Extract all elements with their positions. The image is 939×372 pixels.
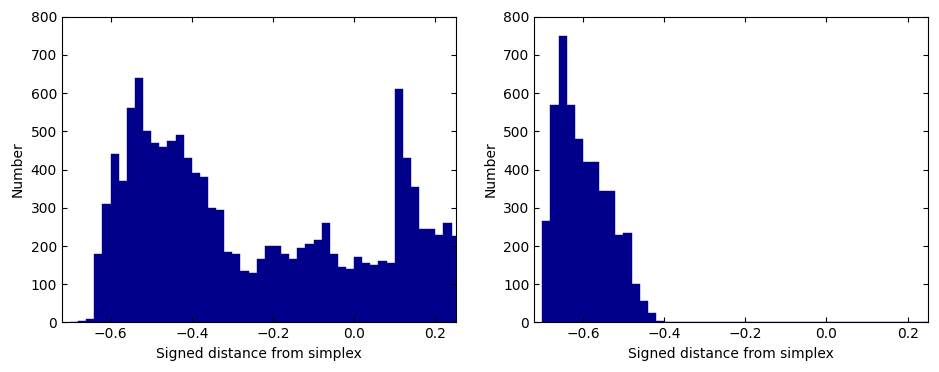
Bar [216, 210, 224, 323]
Bar [411, 187, 419, 323]
Bar [460, 307, 468, 323]
Bar [102, 204, 111, 323]
Bar [394, 89, 403, 323]
Bar [224, 252, 232, 323]
Bar [583, 162, 591, 323]
Bar [86, 319, 95, 323]
Bar [362, 263, 370, 323]
Bar [176, 135, 184, 323]
Bar [656, 321, 664, 323]
Bar [167, 141, 176, 323]
Bar [608, 190, 615, 323]
Bar [151, 143, 160, 323]
Bar [436, 234, 443, 323]
Bar [623, 232, 632, 323]
Bar [452, 237, 460, 323]
Bar [281, 254, 289, 323]
Bar [200, 177, 208, 323]
Bar [298, 248, 305, 323]
Bar [566, 105, 575, 323]
Bar [322, 223, 330, 323]
Bar [232, 254, 240, 323]
Bar [427, 229, 436, 323]
Bar [632, 284, 639, 323]
Bar [443, 223, 452, 323]
Y-axis label: Number: Number [484, 142, 498, 198]
Bar [78, 321, 86, 323]
Bar [256, 259, 265, 323]
Bar [354, 257, 362, 323]
Bar [314, 240, 322, 323]
Bar [559, 36, 566, 323]
Bar [289, 259, 298, 323]
Bar [305, 244, 314, 323]
Bar [127, 108, 135, 323]
Bar [419, 229, 427, 323]
Bar [95, 254, 102, 323]
Bar [111, 154, 118, 323]
Bar [615, 234, 623, 323]
Bar [249, 273, 256, 323]
Bar [543, 221, 550, 323]
Bar [192, 173, 200, 323]
Bar [378, 261, 387, 323]
Bar [265, 246, 273, 323]
Bar [591, 162, 599, 323]
Bar [648, 313, 656, 323]
Bar [338, 267, 346, 323]
Bar [184, 158, 192, 323]
Bar [550, 105, 559, 323]
Bar [208, 208, 216, 323]
Bar [273, 246, 281, 323]
Bar [135, 78, 143, 323]
Bar [346, 269, 354, 323]
Bar [330, 254, 338, 323]
Bar [118, 181, 127, 323]
Bar [387, 263, 394, 323]
Bar [599, 190, 608, 323]
X-axis label: Signed distance from simplex: Signed distance from simplex [628, 347, 834, 361]
Bar [403, 158, 411, 323]
Bar [575, 139, 583, 323]
Bar [143, 131, 151, 323]
Bar [370, 265, 378, 323]
X-axis label: Signed distance from simplex: Signed distance from simplex [156, 347, 362, 361]
Bar [639, 301, 648, 323]
Bar [160, 147, 167, 323]
Bar [240, 271, 249, 323]
Y-axis label: Number: Number [11, 142, 25, 198]
